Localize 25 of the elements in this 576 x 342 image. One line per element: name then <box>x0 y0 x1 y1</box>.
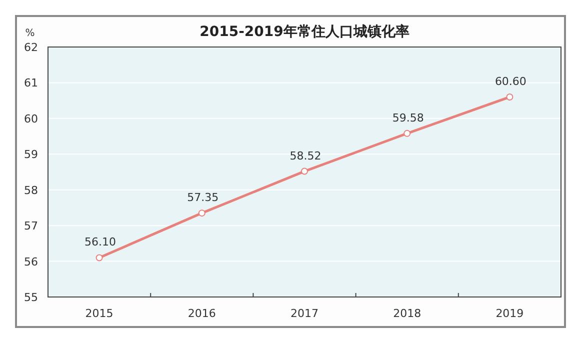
y-tick-label: 61 <box>24 76 38 90</box>
x-tick-label: 2019 <box>496 307 524 320</box>
data-label: 57.35 <box>187 191 219 204</box>
point <box>198 210 206 217</box>
y-tick-label: 59 <box>24 148 38 162</box>
chart-title: 2015-2019年常住人口城镇化率 <box>200 23 410 40</box>
y-tick-label: 62 <box>24 41 38 54</box>
point <box>404 130 411 137</box>
x-tick-label: 2016 <box>188 307 216 320</box>
data-label: 60.60 <box>494 75 526 88</box>
y-tick-label: 57 <box>24 220 38 233</box>
point <box>301 168 308 175</box>
point <box>506 94 514 100</box>
x-tick-label: 2018 <box>393 307 422 320</box>
data-label: 59.58 <box>392 111 424 124</box>
point <box>96 254 103 262</box>
data-label: 56.10 <box>84 236 116 249</box>
x-tick-label: 2017 <box>290 307 318 320</box>
y-axis-title: % <box>25 28 35 39</box>
y-tick-label: 55 <box>24 291 38 304</box>
y-tick-label: 60 <box>24 112 38 126</box>
x-tick-label: 2015 <box>85 307 114 320</box>
y-tick-label: 58 <box>24 184 38 197</box>
data-label: 58.52 <box>290 149 322 162</box>
y-tick-label: 56 <box>24 255 38 268</box>
